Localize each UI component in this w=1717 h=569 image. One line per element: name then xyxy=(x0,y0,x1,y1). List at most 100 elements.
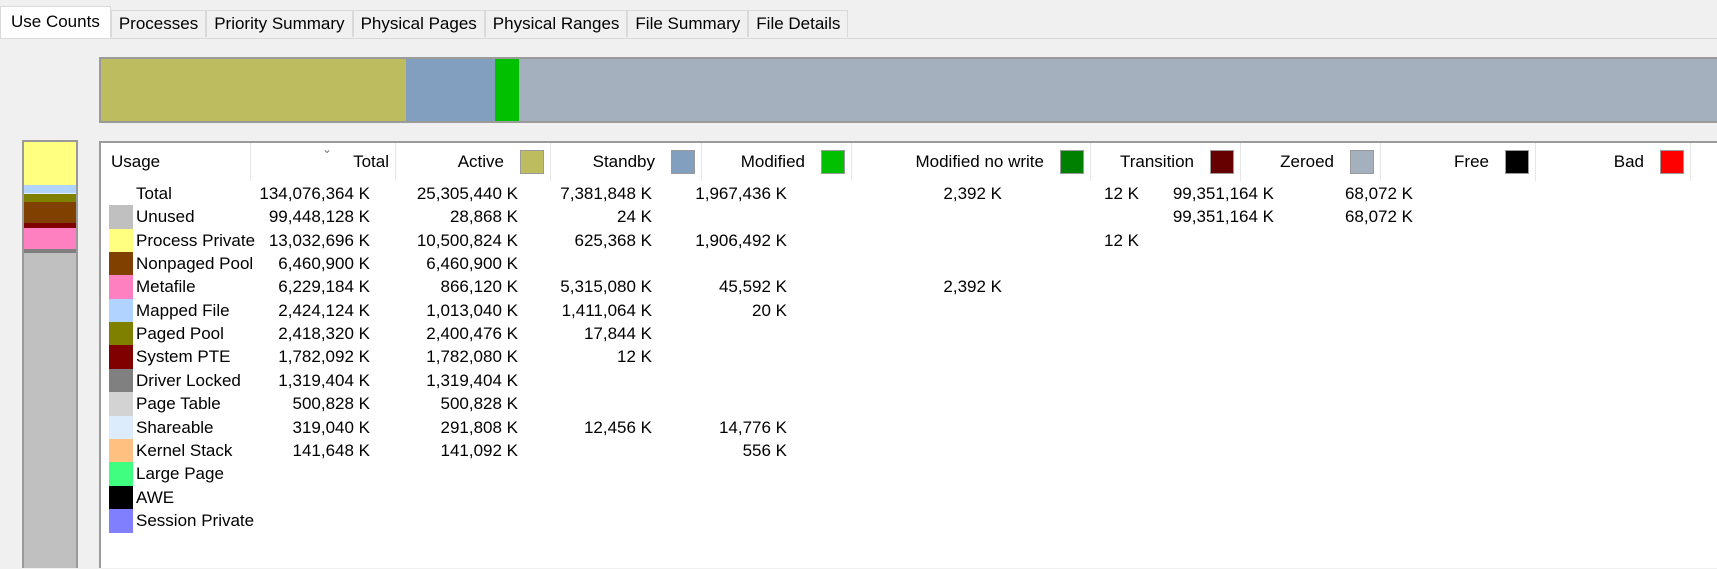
usage-color-swatch xyxy=(109,485,133,510)
usage-color-swatch xyxy=(109,368,133,393)
usage-color-swatch xyxy=(109,462,133,487)
usage-label: Metafile xyxy=(136,277,196,297)
column-color-swatch xyxy=(1660,150,1684,174)
column-label: Zeroed xyxy=(1280,152,1334,171)
cell-zeroed: 99,351,164 K xyxy=(1172,184,1274,203)
vbar-segment-mapped-file xyxy=(24,184,76,193)
cell-modified-no-write: 2,392 K xyxy=(943,277,1002,297)
cell-total: 6,460,900 K xyxy=(278,254,370,274)
cell-total: 99,448,128 K xyxy=(268,207,370,227)
cell-transition: 12 K xyxy=(1104,230,1139,250)
column-header-modified-no-write[interactable]: Modified no write xyxy=(855,143,1091,181)
column-header-free[interactable]: Free xyxy=(1384,143,1536,181)
memory-list-horizontal-bar xyxy=(99,57,1717,123)
column-header-standby[interactable]: Standby xyxy=(553,143,702,181)
vbar-segment-system-pte xyxy=(24,222,76,229)
column-header-usage[interactable]: Usage xyxy=(101,143,251,181)
table-row[interactable]: Unused 99,448,128 K 28,868 K 24 K 99,351,164… xyxy=(101,204,1717,230)
column-label: Modified xyxy=(740,152,805,171)
usage-color-swatch xyxy=(109,228,133,253)
usage-color-swatch xyxy=(109,438,133,463)
usage-color-swatch xyxy=(109,275,133,300)
table-row[interactable]: Driver Locked 1,319,404 K 1,319,404 K xyxy=(101,368,1717,393)
cell-active: 1,013,040 K xyxy=(426,300,518,320)
usage-label: Total xyxy=(136,184,172,203)
usage-label: System PTE xyxy=(136,347,231,367)
cell-active: 25,305,440 K xyxy=(416,184,518,203)
table-row[interactable]: AWE xyxy=(101,485,1717,510)
cell-total: 500,828 K xyxy=(292,394,370,414)
table-row[interactable]: Paged Pool 2,418,320 K 2,400,476 K 17,844 K xyxy=(101,321,1717,347)
cell-active: 10,500,824 K xyxy=(416,230,518,250)
column-color-swatch xyxy=(520,150,544,174)
vbar-segment-unused xyxy=(24,253,76,568)
vbar-segment-shareable xyxy=(24,192,76,194)
column-label: Transition xyxy=(1119,152,1194,171)
cell-standby: 625,368 K xyxy=(574,230,652,250)
cell-total: 2,424,124 K xyxy=(278,300,370,320)
cell-free: 68,072 K xyxy=(1344,184,1413,203)
table-row[interactable]: Process Private 13,032,696 K 10,500,824 K 6… xyxy=(101,228,1717,253)
usage-label: Unused xyxy=(136,207,195,227)
tab-file-details[interactable]: File Details xyxy=(748,10,849,37)
tab-priority-summary[interactable]: Priority Summary xyxy=(206,10,353,37)
tab-processes[interactable]: Processes xyxy=(110,10,207,37)
table-row[interactable]: Shareable 319,040 K 291,808 K 12,456 K 14,77… xyxy=(101,415,1717,440)
cell-free: 68,072 K xyxy=(1344,207,1413,227)
column-header-bad[interactable]: Bad xyxy=(1539,143,1691,181)
tab-physical-ranges[interactable]: Physical Ranges xyxy=(484,10,628,37)
table-header: Usage Total Active Standby Modified Modified … xyxy=(101,143,1717,181)
column-color-swatch xyxy=(821,150,845,174)
cell-standby: 17,844 K xyxy=(583,324,652,344)
cell-active: 28,868 K xyxy=(449,207,518,227)
table-row[interactable]: Nonpaged Pool 6,460,900 K 6,460,900 K xyxy=(101,251,1717,277)
usage-label: Shareable xyxy=(136,417,214,437)
table-row[interactable]: Total 134,076,364 K 25,305,440 K 7,381,848 … xyxy=(101,181,1717,206)
cell-active: 141,092 K xyxy=(440,440,518,460)
table-row[interactable]: Session Private xyxy=(101,508,1717,533)
cell-standby: 12 K xyxy=(617,347,652,367)
column-header-transition[interactable]: Transition xyxy=(1094,143,1241,181)
table-row[interactable]: Metafile 6,229,184 K 866,120 K 5,315,080 K 4… xyxy=(101,274,1717,300)
tab-file-summary[interactable]: File Summary xyxy=(627,10,749,37)
usage-color-swatch xyxy=(109,415,133,440)
table-row[interactable]: Page Table 500,828 K 500,828 K xyxy=(101,391,1717,417)
tab-use-counts[interactable]: Use Counts xyxy=(0,6,111,39)
cell-active: 500,828 K xyxy=(440,394,518,414)
cell-modified: 20 K xyxy=(752,300,787,320)
column-header-modified[interactable]: Modified xyxy=(705,143,852,181)
column-label: Modified no write xyxy=(915,152,1044,171)
cell-modified: 1,967,436 K xyxy=(695,184,787,203)
column-header-total[interactable]: Total xyxy=(251,143,396,181)
cell-standby: 12,456 K xyxy=(583,417,652,437)
column-label: Usage xyxy=(111,152,161,171)
usage-label: Session Private xyxy=(136,510,255,530)
column-color-swatch xyxy=(1210,150,1234,174)
column-header-zeroed[interactable]: Zeroed xyxy=(1244,143,1381,181)
hbar-segment-active xyxy=(101,59,406,121)
cell-modified: 14,776 K xyxy=(718,417,787,437)
usage-label: Process Private xyxy=(136,230,256,250)
column-color-swatch xyxy=(1060,150,1084,174)
table-row[interactable]: Large Page xyxy=(101,461,1717,487)
cell-total: 2,418,320 K xyxy=(278,324,370,344)
column-color-swatch xyxy=(1350,150,1374,174)
column-header-active[interactable]: Active xyxy=(399,143,551,181)
cell-total: 134,076,364 K xyxy=(259,184,370,203)
cell-standby: 1,411,064 K xyxy=(561,300,652,320)
table-row[interactable]: System PTE 1,782,092 K 1,782,080 K 12 K xyxy=(101,344,1717,370)
usage-label: Driver Locked xyxy=(136,370,241,390)
column-color-swatch xyxy=(671,150,695,174)
usage-label: Large Page xyxy=(136,464,224,484)
column-label: Active xyxy=(457,152,504,171)
cell-active: 1,782,080 K xyxy=(426,347,518,367)
vbar-segment-process-private xyxy=(24,142,76,185)
table-row[interactable]: Kernel Stack 141,648 K 141,092 K 556 K xyxy=(101,438,1717,463)
table-row[interactable]: Mapped File 2,424,124 K 1,013,040 K 1,411,0… xyxy=(101,298,1717,323)
cell-standby: 24 K xyxy=(617,207,652,227)
vbar-segment-driver-locked xyxy=(24,248,76,254)
vbar-segment-nonpaged-pool xyxy=(24,201,76,223)
tab-physical-pages[interactable]: Physical Pages xyxy=(352,10,485,37)
column-label: Free xyxy=(1454,152,1489,171)
cell-total: 13,032,696 K xyxy=(268,230,370,250)
